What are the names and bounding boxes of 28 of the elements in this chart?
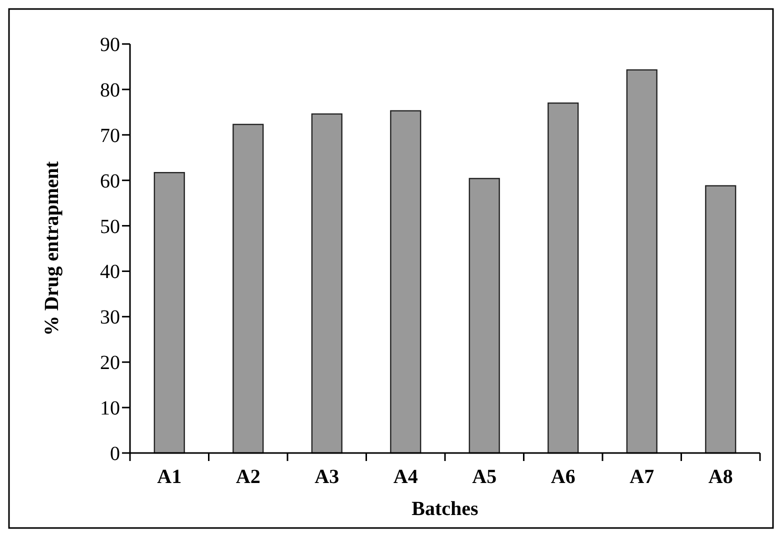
bar <box>390 110 422 454</box>
y-tick-label: 60 <box>100 170 120 192</box>
bar <box>705 185 736 454</box>
x-tick-label: A6 <box>550 466 576 488</box>
x-tick-label: A8 <box>708 466 733 488</box>
x-tick-label: A4 <box>393 466 418 488</box>
bar <box>626 69 658 454</box>
bar <box>154 172 185 454</box>
y-tick-label: 70 <box>100 124 120 147</box>
y-tick-label: 10 <box>100 398 120 420</box>
y-tick-label: 0 <box>110 443 120 465</box>
y-tick-label: 90 <box>100 34 120 56</box>
x-tick-label: A7 <box>630 466 654 488</box>
y-tick-label: 30 <box>100 306 120 329</box>
y-tick-label: 50 <box>100 216 120 238</box>
bar <box>232 124 264 454</box>
y-axis-title: % Drug entrapment <box>41 160 63 336</box>
y-tick-label: 80 <box>100 79 120 102</box>
x-axis-title: Batches <box>412 498 479 520</box>
bar <box>468 178 500 454</box>
x-tick-label: A5 <box>472 466 497 488</box>
x-tick-label: A2 <box>236 466 260 488</box>
bar <box>548 102 579 454</box>
y-tick-label: 40 <box>100 261 120 284</box>
bar <box>311 113 342 454</box>
x-tick-label: A3 <box>314 466 340 488</box>
y-tick-label: 20 <box>100 352 120 374</box>
x-tick-label: A1 <box>157 466 182 488</box>
